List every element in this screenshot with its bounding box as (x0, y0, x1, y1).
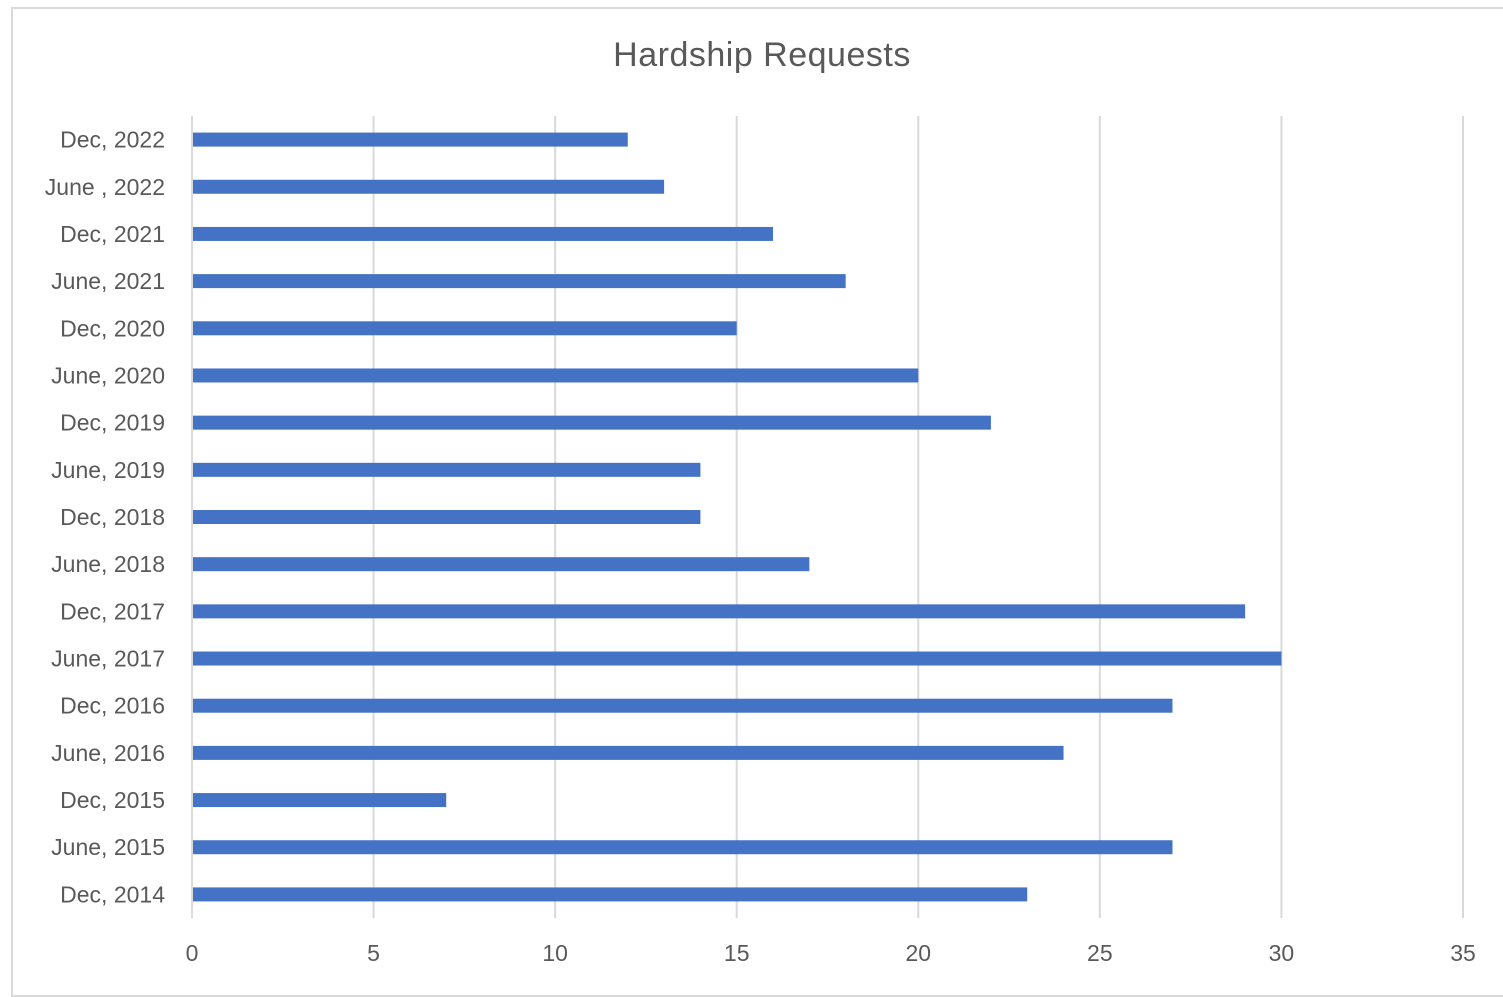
x-tick-label: 0 (186, 940, 199, 966)
y-tick-label: June, 2018 (51, 551, 165, 577)
x-tick-label: 10 (542, 940, 568, 966)
x-tick-label: 30 (1269, 940, 1295, 966)
y-tick-label: Dec, 2018 (60, 504, 165, 530)
y-tick-label: Dec, 2019 (60, 410, 165, 436)
bar (193, 368, 919, 383)
y-tick-label: Dec, 2015 (60, 787, 165, 813)
y-tick-label: June, 2015 (51, 834, 165, 860)
chart-title: Hardship Requests (613, 36, 911, 74)
y-tick-label: Dec, 2014 (60, 881, 165, 907)
bar (193, 698, 1173, 713)
y-tick-label: June, 2017 (51, 646, 165, 672)
x-tick-label: 25 (1087, 940, 1113, 966)
chart-frame (11, 7, 1503, 997)
y-tick-label: June, 2019 (51, 457, 165, 483)
y-tick-label: June, 2021 (51, 268, 165, 294)
y-tick-label: Dec, 2022 (60, 127, 165, 153)
bar (193, 415, 991, 430)
bar (193, 604, 1246, 619)
bar (193, 132, 628, 147)
y-tick-label: June, 2016 (51, 740, 165, 766)
x-tick-label: 20 (905, 940, 931, 966)
bar (193, 226, 774, 241)
bar (193, 651, 1282, 666)
bar (193, 793, 447, 808)
y-tick-label: Dec, 2021 (60, 221, 165, 247)
y-tick-label: Dec, 2020 (60, 315, 165, 341)
bar (193, 557, 810, 572)
bar (193, 462, 701, 477)
y-tick-label: Dec, 2016 (60, 693, 165, 719)
bar (193, 745, 1064, 760)
y-tick-label: June , 2022 (45, 174, 165, 200)
x-tick-label: 15 (724, 940, 750, 966)
bar (193, 179, 665, 194)
bar (193, 510, 701, 524)
bar (193, 887, 1028, 902)
y-tick-label: June, 2020 (51, 362, 165, 388)
bar (193, 321, 737, 336)
bar (193, 274, 846, 289)
x-tick-label: 35 (1450, 940, 1476, 966)
x-tick-label: 5 (367, 940, 380, 966)
bar (193, 840, 1173, 855)
y-tick-label: Dec, 2017 (60, 598, 165, 624)
